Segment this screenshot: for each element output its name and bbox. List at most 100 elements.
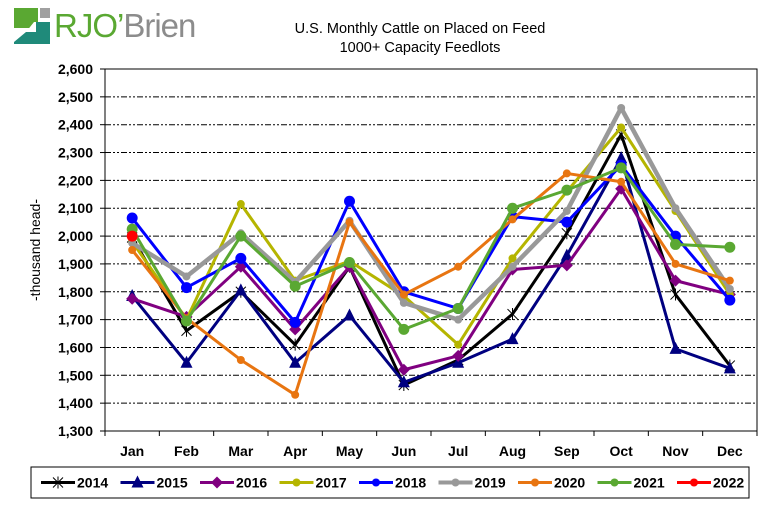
legend-marker-icon [292, 478, 301, 487]
legend-label: 2021 [634, 475, 665, 491]
legend-marker-icon [610, 478, 619, 487]
data-point-2015-dec [723, 361, 736, 374]
legend-marker-icon [690, 478, 698, 487]
y-tick-label: 2,100 [58, 200, 93, 216]
legend-marker-icon [531, 478, 539, 487]
series-2022 [126, 230, 138, 242]
legend-item-2017: 2017 [279, 475, 347, 491]
data-point-2015-sep [560, 248, 573, 261]
data-point-2020-jul [454, 262, 463, 271]
legend-marker-icon [52, 476, 64, 489]
x-tick-label: Sep [554, 443, 580, 459]
data-point-2015-nov [669, 341, 682, 354]
data-point-2015-aug [506, 332, 519, 345]
data-point-2021-feb [181, 315, 192, 327]
data-point-2022-jan [126, 230, 138, 242]
series-2020 [128, 169, 734, 399]
data-point-2018-dec [724, 294, 736, 306]
x-tick-label: Dec [717, 443, 743, 459]
data-point-2020-apr [291, 390, 300, 399]
data-point-2020-nov [671, 259, 680, 268]
y-tick-label: 2,200 [58, 172, 93, 188]
chart-title-block: U.S. Monthly Cattle on Placed on Feed 10… [220, 20, 620, 58]
series-line-2021 [130, 166, 730, 331]
series-line-2020 [130, 171, 731, 397]
data-point-2015-oct [615, 151, 628, 164]
data-point-2021-nov [670, 238, 681, 250]
data-point-2021-apr [289, 280, 301, 292]
legend-item-2016: 2016 [200, 475, 267, 491]
data-point-2016-jun [397, 363, 410, 376]
data-point-2018-feb [181, 282, 192, 294]
data-point-2014-feb [181, 324, 192, 337]
data-point-2014-aug [507, 308, 518, 321]
data-point-2021-sep [561, 184, 573, 196]
legend-label: 2014 [77, 475, 108, 491]
data-point-2017-mar [236, 200, 245, 209]
legend: 2014 2015 2016 2017 2018 2019 2020 2021 2022 [30, 466, 750, 499]
series-line-2016 [131, 187, 731, 372]
data-point-2019-nov [671, 204, 680, 213]
data-point-2017-oct [617, 123, 626, 132]
series-2021 [126, 162, 736, 335]
data-point-2021-may [344, 257, 355, 269]
legend-item-2019: 2019 [438, 475, 506, 491]
data-point-2016-nov [669, 274, 682, 287]
y-tick-label: 1,500 [58, 367, 93, 383]
y-tick-label: 1,300 [58, 423, 93, 439]
data-point-2016-sep [560, 259, 573, 272]
x-tick-label: Oct [609, 443, 633, 459]
data-point-2019-sep [562, 207, 571, 216]
legend-label: 2015 [157, 475, 188, 491]
data-point-2016-jan [126, 292, 139, 305]
legend-label: 2016 [236, 475, 267, 491]
series-2016 [126, 182, 736, 376]
legend-item-2014: 2014 [41, 475, 108, 491]
data-point-2020-jun [399, 290, 408, 299]
legend-item-2022: 2022 [677, 475, 744, 491]
series-line-2019 [130, 105, 732, 322]
y-tick-label: 1,400 [58, 395, 93, 411]
legend-item-2021: 2021 [597, 475, 665, 491]
series-2014 [126, 128, 736, 392]
x-tick-label: Nov [662, 443, 689, 459]
data-point-2014-nov [670, 288, 681, 301]
y-tick-label: 1,800 [58, 284, 93, 300]
logo-text-brien: Brien [123, 7, 196, 44]
y-tick-label: 2,500 [58, 89, 93, 105]
legend-label: 2022 [713, 475, 744, 491]
y-tick-label: 2,000 [58, 228, 93, 244]
legend-label: 2019 [475, 475, 506, 491]
data-point-2016-jul [452, 349, 465, 362]
gridlines [105, 96, 757, 404]
data-point-2020-aug [508, 215, 517, 224]
data-point-2018-sep [561, 216, 573, 228]
y-tick-label: 1,600 [58, 339, 93, 355]
legend-marker-icon [131, 475, 144, 488]
x-tick-label: Apr [283, 443, 308, 459]
legend-item-2020: 2020 [518, 475, 585, 491]
data-point-2018-mar [235, 252, 247, 264]
x-axis: Jan Feb Mar Apr May Jun Jul Aug Sep Oct Nov Dec [104, 431, 758, 459]
y-tick-label: 2,600 [58, 61, 93, 77]
data-point-2021-oct [615, 162, 627, 174]
logo-text-rjo: RJO [54, 7, 118, 44]
logo-mark-icon [14, 8, 50, 44]
chart-subtitle: 1000+ Capacity Feedlots [339, 40, 501, 56]
data-point-2015-feb [180, 355, 193, 368]
data-point-2021-aug [507, 202, 518, 214]
chart-title: U.S. Monthly Cattle on Placed on Feed [294, 21, 546, 37]
y-tick-label: 2,300 [58, 145, 93, 161]
legend-item-2018: 2018 [359, 475, 426, 491]
data-point-2017-aug [508, 254, 517, 263]
x-tick-label: Jun [391, 443, 416, 459]
data-point-2020-oct [617, 177, 626, 186]
data-point-2019-feb [182, 272, 191, 281]
data-point-2018-may [344, 195, 355, 207]
data-point-2015-mar [234, 283, 247, 296]
data-point-2020-sep [562, 169, 571, 178]
legend-marker-icon [372, 478, 380, 487]
data-point-2020-mar [236, 355, 245, 364]
data-point-2019-oct [617, 103, 626, 112]
